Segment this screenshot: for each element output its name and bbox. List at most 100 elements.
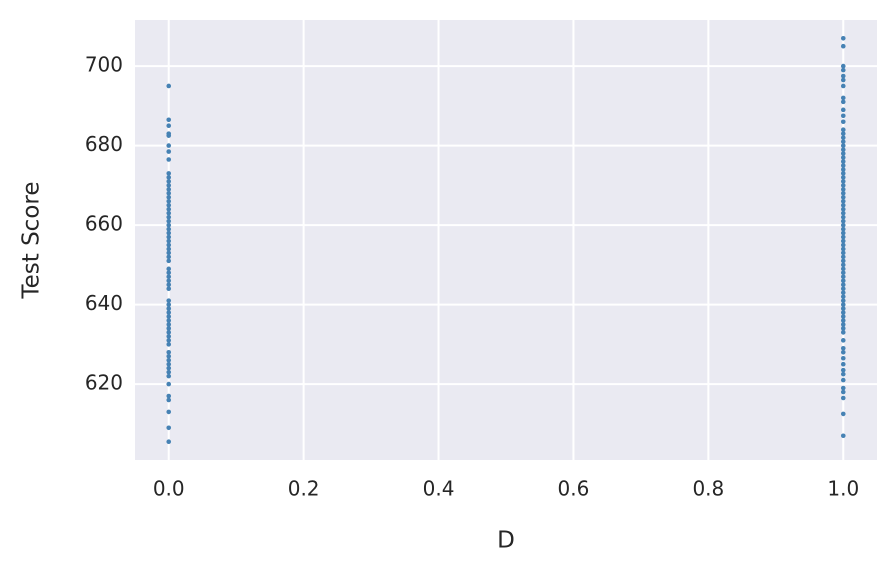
- point: [166, 190, 172, 196]
- point: [840, 83, 846, 89]
- point: [840, 246, 846, 252]
- point: [166, 194, 172, 200]
- point: [840, 290, 846, 295]
- point: [840, 226, 846, 232]
- point: [840, 63, 846, 69]
- point: [840, 119, 846, 125]
- y-tick-label: 680: [85, 132, 123, 156]
- point: [840, 99, 846, 105]
- point: [840, 234, 846, 240]
- point: [840, 139, 846, 144]
- point: [166, 439, 172, 445]
- x-tick-label: 0.8: [692, 477, 724, 501]
- point: [840, 143, 846, 148]
- point: [166, 314, 172, 319]
- point: [840, 270, 846, 276]
- point: [840, 433, 846, 439]
- point: [166, 381, 172, 387]
- point: [166, 234, 172, 240]
- y-axis-label: Test Score: [19, 181, 45, 299]
- point: [166, 143, 172, 148]
- point: [840, 95, 846, 101]
- point: [166, 171, 172, 176]
- point: [840, 163, 846, 168]
- point: [166, 230, 172, 236]
- point: [166, 214, 172, 220]
- point: [166, 365, 172, 371]
- point: [166, 258, 172, 264]
- point: [166, 266, 172, 272]
- point: [840, 135, 846, 140]
- point: [166, 238, 172, 244]
- point: [840, 171, 846, 176]
- point: [166, 117, 172, 123]
- point: [166, 123, 172, 129]
- point: [840, 183, 846, 188]
- point: [840, 322, 846, 327]
- point: [840, 206, 846, 212]
- point: [166, 334, 172, 339]
- point: [840, 310, 846, 315]
- point: [166, 393, 172, 399]
- point: [166, 175, 172, 180]
- y-tick-label: 660: [85, 212, 123, 236]
- point: [840, 258, 846, 264]
- point: [840, 330, 846, 335]
- point: [840, 326, 846, 331]
- point: [166, 330, 172, 335]
- point: [840, 242, 846, 248]
- point: [166, 133, 172, 138]
- point: [840, 306, 846, 311]
- point: [166, 397, 172, 403]
- x-tick-label: 0.2: [288, 477, 320, 501]
- point: [840, 355, 846, 361]
- point: [840, 411, 846, 417]
- point: [166, 210, 172, 216]
- point: [166, 342, 172, 347]
- point: [166, 310, 172, 315]
- point: [166, 302, 172, 307]
- point: [166, 353, 172, 359]
- point: [166, 349, 172, 355]
- point: [840, 266, 846, 272]
- x-axis-label: D: [497, 528, 515, 554]
- point: [166, 282, 172, 288]
- point: [840, 278, 846, 284]
- point: [840, 298, 846, 303]
- point: [840, 131, 846, 136]
- point: [166, 179, 172, 184]
- point: [840, 107, 846, 113]
- point: [840, 127, 846, 133]
- point: [840, 385, 846, 391]
- point: [166, 149, 172, 154]
- point: [840, 262, 846, 268]
- point: [840, 175, 846, 180]
- point: [840, 349, 846, 355]
- point: [840, 214, 846, 220]
- point: [166, 409, 172, 415]
- point: [166, 183, 172, 188]
- point: [166, 425, 172, 431]
- point: [840, 155, 846, 160]
- point: [840, 346, 846, 351]
- point: [840, 230, 846, 236]
- point: [166, 254, 172, 260]
- point: [840, 73, 846, 79]
- point: [166, 246, 172, 252]
- point: [840, 286, 846, 291]
- point: [840, 151, 846, 156]
- point: [166, 250, 172, 256]
- y-tick-label: 640: [85, 291, 123, 315]
- point: [166, 318, 172, 323]
- point: [166, 286, 172, 291]
- point: [166, 83, 172, 89]
- point: [166, 306, 172, 311]
- point: [166, 278, 172, 284]
- y-tick-label: 700: [85, 53, 123, 77]
- point: [840, 361, 846, 367]
- point: [840, 147, 846, 152]
- x-tick-label: 0.4: [423, 477, 455, 501]
- point: [166, 274, 172, 280]
- point: [166, 338, 172, 343]
